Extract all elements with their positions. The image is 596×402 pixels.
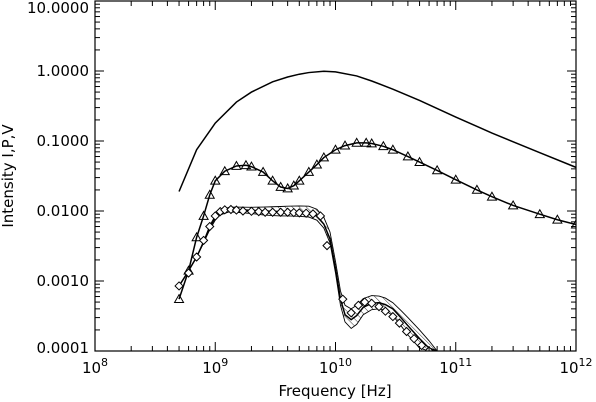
series-2-diamond-point	[388, 311, 398, 322]
series-2-diamond-point	[174, 281, 184, 291]
series-2-diamond-point	[210, 211, 220, 221]
y-axis-title: Intensity I,P,V	[0, 124, 17, 228]
plot-area	[173, 70, 576, 351]
y-tick-label: 10.0000	[27, 0, 89, 17]
series-1-triangle-point	[360, 137, 372, 147]
series-2-diamond-point	[394, 318, 405, 328]
series-2-diamond-point	[401, 326, 412, 337]
series-2-upper-bound	[178, 205, 438, 351]
series-1-triangle-point	[339, 140, 351, 150]
x-tick-label: 109	[202, 356, 228, 377]
series-2-diamond-point	[275, 207, 286, 217]
series-2-diamond-point	[380, 306, 391, 316]
axes-ticks	[94, 0, 577, 352]
plot-frame	[94, 0, 577, 352]
series-1-triangle-point	[288, 180, 300, 190]
series-2-diamond-point	[183, 268, 194, 278]
series-1-triangle-point	[351, 137, 363, 147]
series-1-triangle-point	[267, 175, 278, 185]
series-2-diamond-point	[315, 211, 326, 221]
series-2-diamond-point	[205, 221, 215, 232]
x-tick-label: 1010	[319, 356, 352, 377]
series-2-diamond-point	[231, 205, 242, 215]
series-2-diamond-point	[238, 206, 248, 216]
series-2-diamond-point	[308, 209, 318, 219]
series-1-triangle-point	[486, 191, 498, 201]
series-1-triangle-point	[198, 210, 209, 220]
series-1-triangle-point	[293, 175, 305, 185]
series-1-triangle-point	[219, 165, 231, 176]
series-1-triangle-point	[570, 219, 576, 229]
series-1-triangle-point	[366, 138, 378, 148]
series-1-triangle-point	[552, 214, 563, 224]
series-1-triangle-point	[173, 293, 185, 304]
series-1-triangle-point	[311, 159, 323, 169]
series-1-triangle-point	[330, 144, 341, 154]
series-0-line	[178, 70, 576, 192]
x-axis-title: Frequency [Hz]	[278, 382, 391, 400]
series-1-triangle-point	[471, 184, 483, 194]
series-2-diamond-point	[360, 297, 370, 307]
series-2-diamond-point	[198, 235, 209, 246]
y-tick-label: 1.0000	[37, 62, 90, 80]
series-1-triangle-point	[414, 156, 425, 166]
y-tick-label: 0.0010	[37, 272, 90, 290]
series-2-diamond-point	[226, 204, 236, 215]
series-1-triangle-point	[318, 152, 330, 162]
series-1-triangle-point	[431, 164, 443, 175]
series-2-diamond-point	[260, 207, 270, 217]
series-1-triangle-point	[402, 151, 414, 161]
series-2-diamond-point	[366, 298, 377, 309]
x-tick-label: 108	[82, 356, 108, 377]
y-tick-label: 0.1000	[37, 132, 90, 150]
series-1-triangle-point	[246, 161, 257, 171]
series-1-line	[178, 142, 576, 300]
x-tick-label: 1011	[439, 356, 472, 377]
series-2-diamond-point	[374, 301, 384, 312]
series-2-band	[179, 205, 438, 351]
series-2-diamond-point	[267, 207, 278, 217]
y-tick-label: 0.0100	[37, 202, 90, 220]
series-1-triangle-point	[204, 189, 216, 199]
series-1-triangle-point	[257, 166, 269, 176]
series-1-triangle-point	[240, 159, 252, 170]
series-1-triangle-point	[231, 160, 242, 170]
series-1-triangle-point	[387, 144, 399, 154]
series-2-line	[178, 208, 438, 351]
series-2-diamond-point	[301, 208, 311, 218]
series-2-lower-bound	[178, 211, 438, 351]
series-2-diamond-point	[353, 300, 364, 310]
series-2-diamond-point	[294, 208, 305, 218]
series-1-triangle-point	[507, 199, 519, 210]
y-tick-label: 0.0001	[37, 339, 90, 357]
series-2-diamond-point	[191, 252, 202, 262]
series-2-diamond-point	[338, 294, 348, 304]
series-1-triangle-point	[534, 208, 546, 219]
series-1-triangle-point	[377, 140, 389, 151]
series-2-diamond-point	[254, 206, 264, 217]
series-1-triangle-point	[191, 231, 202, 242]
series-1-triangle-point	[209, 175, 221, 185]
series-1-triangle-point	[275, 181, 287, 191]
series-2-diamond-point	[282, 207, 293, 217]
series-2-diamond-point	[246, 206, 257, 217]
series-2-diamond-point	[409, 333, 419, 344]
series-1-triangle-point	[303, 166, 315, 176]
series-2-diamond-point	[346, 308, 356, 318]
series-2-diamond-point	[322, 240, 332, 251]
x-tick-label: 1012	[559, 356, 592, 377]
series-1-triangle-point	[450, 174, 462, 184]
